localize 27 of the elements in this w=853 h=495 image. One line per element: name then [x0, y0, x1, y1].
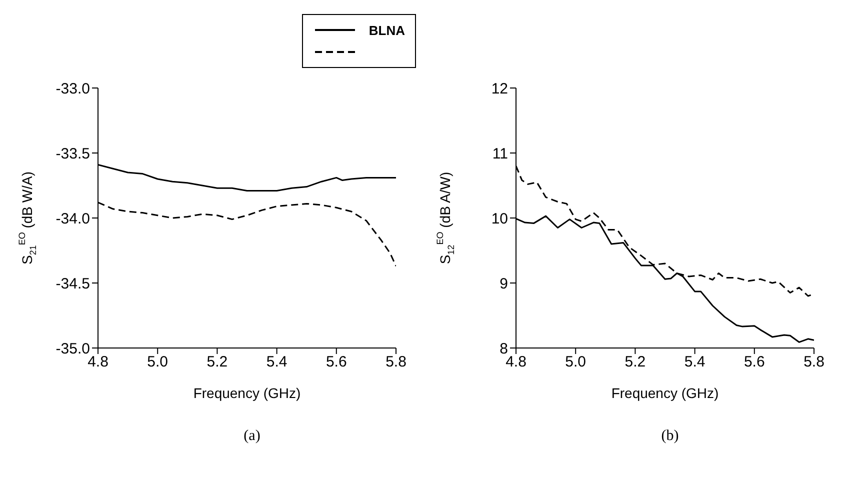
legend-label: BLNA — [368, 22, 405, 38]
y-tick-label: 12 — [491, 80, 508, 98]
x-tick-label: 5.6 — [744, 354, 765, 371]
x-tick-label: 5.8 — [804, 354, 824, 371]
x-tick-label: 5.4 — [684, 354, 706, 371]
text: (a) — [242, 428, 260, 445]
x-tick-label: 5.8 — [386, 354, 406, 371]
x-tick-label: 5.4 — [266, 354, 288, 371]
x-tick-label: 5.6 — [326, 354, 347, 371]
x-tick-label: 4.8 — [506, 354, 526, 371]
y-tick-label: -33.0 — [56, 80, 90, 98]
y-tick-label: 8 — [500, 340, 508, 358]
x-tick-label: 5.0 — [147, 354, 168, 371]
y-tick-label: 9 — [500, 275, 508, 292]
y-tick-label: -33.5 — [56, 145, 90, 162]
x-axis-title: Frequency (GHz) — [193, 385, 301, 401]
x-axis-title: Frequency (GHz) — [611, 385, 719, 401]
x-tick-label: 5.0 — [565, 354, 586, 371]
text: (b) — [660, 428, 679, 445]
y-tick-label: -34.0 — [56, 210, 90, 228]
y-tick-label: -34.5 — [56, 275, 90, 292]
y-tick-label: 11 — [492, 145, 508, 162]
y-tick-label: 10 — [491, 210, 508, 228]
x-tick-label: 5.2 — [206, 354, 228, 371]
x-tick-label: 5.2 — [624, 354, 646, 371]
y-tick-label: -35.0 — [56, 340, 90, 358]
x-tick-label: 4.8 — [88, 354, 108, 371]
